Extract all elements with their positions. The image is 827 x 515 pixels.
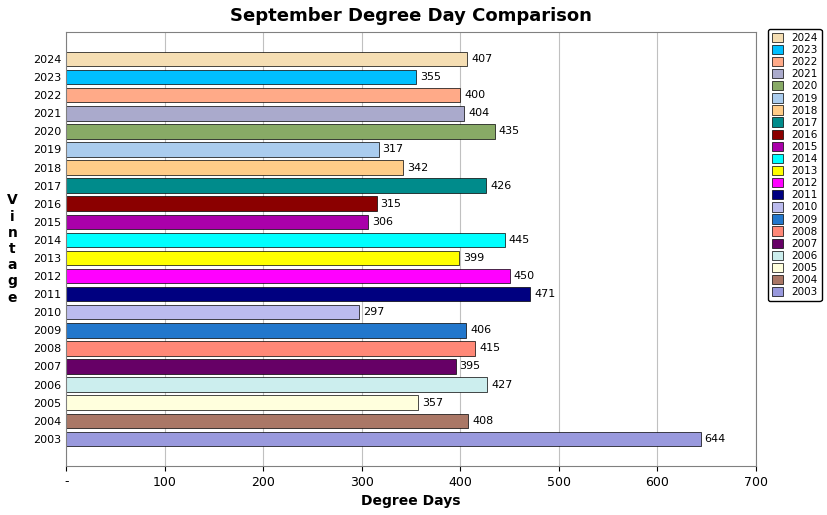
Text: 404: 404 bbox=[468, 108, 489, 118]
Text: 297: 297 bbox=[362, 307, 384, 317]
Bar bbox=[66, 70, 416, 84]
Bar bbox=[66, 377, 486, 392]
Text: 445: 445 bbox=[508, 235, 529, 245]
Bar bbox=[66, 233, 504, 247]
X-axis label: Degree Days: Degree Days bbox=[361, 494, 461, 508]
Bar bbox=[66, 52, 466, 66]
Bar bbox=[66, 251, 459, 265]
Text: 342: 342 bbox=[407, 163, 428, 173]
Bar bbox=[66, 359, 455, 374]
Bar bbox=[66, 287, 530, 301]
Bar bbox=[66, 305, 359, 319]
Text: 471: 471 bbox=[533, 289, 555, 299]
Text: 399: 399 bbox=[463, 253, 484, 263]
Bar bbox=[66, 323, 466, 337]
Bar bbox=[66, 106, 464, 121]
Bar bbox=[66, 178, 485, 193]
Text: 407: 407 bbox=[471, 54, 492, 64]
Bar bbox=[66, 432, 700, 446]
Text: 408: 408 bbox=[471, 416, 493, 426]
Text: 315: 315 bbox=[380, 199, 401, 209]
Text: 435: 435 bbox=[498, 126, 519, 136]
Bar bbox=[66, 160, 403, 175]
Bar bbox=[66, 142, 378, 157]
Text: 427: 427 bbox=[490, 380, 512, 389]
Text: 450: 450 bbox=[513, 271, 534, 281]
Text: 644: 644 bbox=[704, 434, 725, 444]
Bar bbox=[66, 341, 475, 356]
Y-axis label: V
i
n
t
a
g
e: V i n t a g e bbox=[7, 193, 17, 304]
Bar bbox=[66, 215, 367, 229]
Text: 415: 415 bbox=[479, 344, 500, 353]
Text: 317: 317 bbox=[382, 144, 404, 154]
Title: September Degree Day Comparison: September Degree Day Comparison bbox=[230, 7, 591, 25]
Text: 395: 395 bbox=[459, 362, 480, 371]
Bar bbox=[66, 414, 468, 428]
Bar bbox=[66, 124, 495, 139]
Text: 357: 357 bbox=[422, 398, 442, 408]
Text: 306: 306 bbox=[371, 217, 392, 227]
Bar bbox=[66, 196, 376, 211]
Bar bbox=[66, 396, 418, 410]
Legend: 2024, 2023, 2022, 2021, 2020, 2019, 2018, 2017, 2016, 2015, 2014, 2013, 2012, 20: 2024, 2023, 2022, 2021, 2020, 2019, 2018… bbox=[767, 29, 820, 301]
Bar bbox=[66, 88, 460, 102]
Text: 426: 426 bbox=[490, 181, 510, 191]
Text: 406: 406 bbox=[470, 325, 490, 335]
Text: 400: 400 bbox=[464, 90, 485, 100]
Bar bbox=[66, 269, 509, 283]
Text: 355: 355 bbox=[419, 72, 441, 82]
